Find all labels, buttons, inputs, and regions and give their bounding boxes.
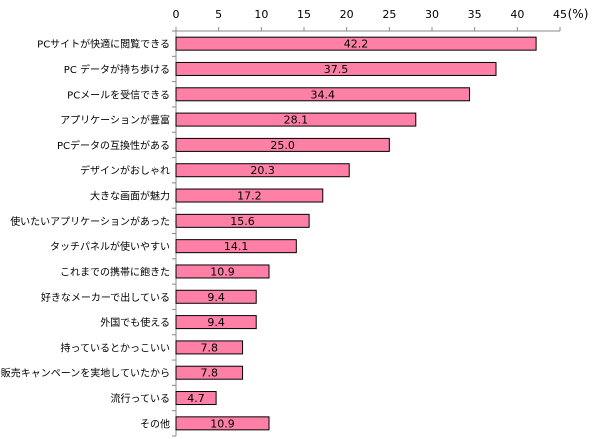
category-axis: PCサイトが快適に閲覧できる PC データが持ち歩ける PCメールを受信できるアプリ…	[1, 30, 176, 437]
bar-value-label: 28.1	[284, 114, 309, 127]
bar	[175, 289, 257, 304]
bar	[175, 391, 217, 406]
category-label: 流行っている	[111, 392, 171, 405]
bar-value-label: 9.4	[207, 316, 225, 329]
bar	[175, 340, 244, 355]
category-label: タッチパネルが使いやすい	[50, 240, 170, 253]
category-label: 外国でも使える	[100, 316, 170, 329]
category-label: PC データが持ち歩ける	[64, 63, 170, 76]
bar	[175, 213, 310, 228]
category-label: 使いたいアプリケーションがあった	[10, 215, 170, 228]
bar-value-label: 10.9	[210, 417, 235, 430]
bar-value-label: 37.5	[324, 63, 349, 76]
bar	[175, 239, 297, 254]
bar-value-label: 14.1	[224, 240, 249, 253]
bar-value-label: 4.7	[187, 392, 205, 405]
x-axis: 0 5 10 15 20 25 30 35 40 45	[173, 8, 567, 31]
x-tick-label: 15	[297, 8, 311, 21]
bar-value-label: 17.2	[237, 190, 262, 203]
x-tick-label: 20	[340, 8, 354, 21]
bar-value-label: 20.3	[250, 164, 275, 177]
bar-series: 42.2 37.5 34.428.1 25.0 20.3 17.2 15.6 14.1 10.9…	[175, 36, 537, 431]
bar	[175, 365, 244, 380]
category-label: PCデータの互換性がある	[57, 139, 170, 152]
x-tick-label: 10	[254, 8, 268, 21]
bar	[175, 112, 417, 127]
x-tick-label: 30	[425, 8, 439, 21]
unit-label: (%)	[568, 7, 589, 21]
bar-value-label: 42.2	[344, 38, 369, 51]
bar	[175, 416, 270, 431]
bar	[175, 188, 324, 203]
bar	[175, 36, 537, 51]
bar	[175, 61, 497, 76]
category-label: 大きな画面が魅力	[90, 190, 170, 203]
category-label: 販売キャンペーンを実地していたから	[1, 367, 170, 380]
bar-value-label: 7.8	[201, 341, 219, 354]
bar	[175, 315, 257, 330]
x-tick-label: 40	[510, 8, 524, 21]
x-tick-label: 0	[173, 8, 180, 21]
bar-value-label: 7.8	[201, 367, 219, 380]
x-tick-label: 45	[553, 8, 567, 21]
bar-value-label: 10.9	[210, 265, 235, 278]
category-label: デザインがおしゃれ	[80, 164, 170, 177]
bar	[175, 163, 350, 178]
bar-value-label: 9.4	[207, 291, 225, 304]
category-label: これまでの携帯に飽きた	[60, 265, 170, 278]
bar	[175, 264, 270, 279]
category-label: その他	[140, 417, 170, 430]
category-label: 持っているとかっこいい	[61, 341, 171, 354]
bar-value-label: 34.4	[311, 88, 336, 101]
bar-value-label: 15.6	[230, 215, 255, 228]
bar	[175, 137, 390, 152]
x-tick-label: 25	[382, 8, 396, 21]
category-label: PCメールを受信できる	[67, 89, 170, 101]
x-tick-label: 35	[468, 8, 482, 21]
bar-value-label: 25.0	[270, 139, 295, 152]
category-label: アプリケーションが豊富	[60, 114, 170, 127]
category-label: PCサイトが快適に閲覧できる	[37, 38, 170, 51]
x-tick-label: 5	[215, 8, 222, 21]
bar	[175, 87, 471, 102]
category-label: 好きなメーカーで出している	[41, 291, 170, 304]
